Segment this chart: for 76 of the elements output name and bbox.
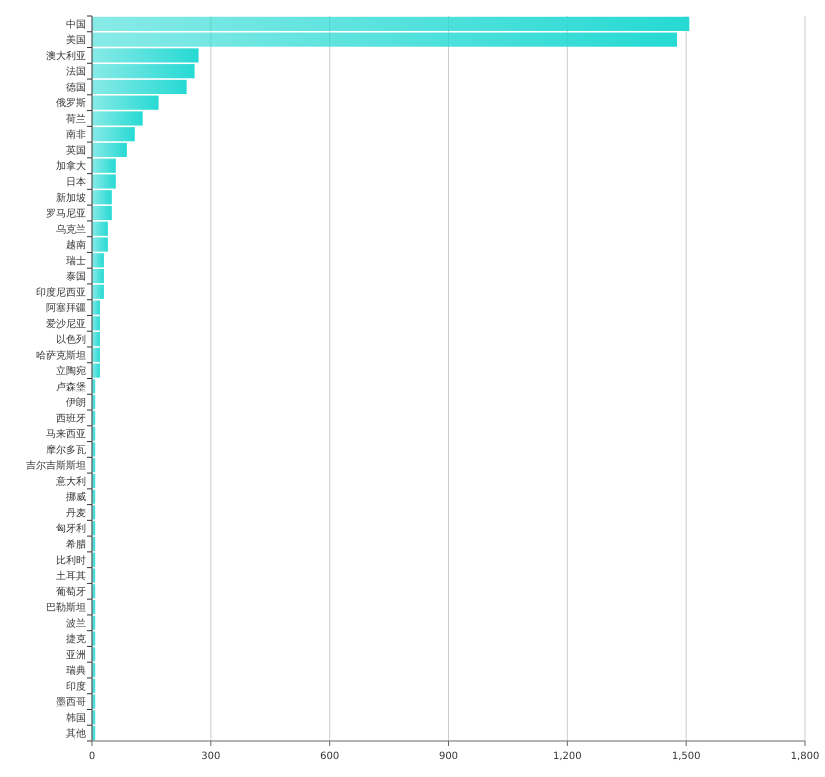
y-tick-label: 瑞典 — [66, 664, 86, 677]
y-tick-label: 法国 — [66, 66, 86, 78]
bar — [92, 96, 159, 110]
y-tick-label: 希腊 — [66, 538, 86, 550]
bar — [92, 32, 678, 47]
y-tick-label: 瑞士 — [66, 254, 86, 267]
y-tick-label: 新加坡 — [56, 192, 86, 204]
x-tick-label: 300 — [201, 751, 220, 762]
y-tick-label: 以色列 — [56, 334, 86, 346]
y-tick-label: 立陶宛 — [56, 365, 86, 378]
bar — [92, 80, 187, 94]
y-tick-label: 匈牙利 — [56, 522, 86, 535]
bar — [92, 48, 199, 62]
y-tick-label: 卢森堡 — [56, 380, 86, 393]
y-tick-label: 印度尼西亚 — [36, 286, 86, 298]
x-tick-label: 900 — [438, 751, 458, 762]
y-tick-label: 美国 — [66, 34, 86, 46]
x-tick-label: 0 — [88, 751, 96, 762]
y-tick-label: 西班牙 — [56, 412, 86, 424]
y-tick-label: 日本 — [66, 176, 86, 188]
y-tick-label: 南非 — [66, 128, 86, 141]
y-tick-label: 墨西哥 — [56, 697, 86, 708]
y-tick-label: 比利时 — [56, 554, 86, 566]
y-tick-label: 其他 — [66, 728, 86, 740]
y-tick-label: 荷兰 — [66, 112, 86, 125]
x-tick-label: 600 — [320, 751, 340, 762]
y-tick-label: 波兰 — [66, 617, 86, 630]
y-tick-label: 澳大利亚 — [46, 50, 86, 62]
y-tick-label: 巴勒斯坦 — [46, 602, 86, 614]
y-tick-label: 阿塞拜疆 — [46, 302, 86, 314]
bar — [92, 190, 112, 204]
y-tick-label: 乌克兰 — [56, 223, 86, 236]
bar — [92, 111, 143, 126]
y-tick-label: 印度 — [66, 680, 86, 692]
y-tick-label: 英国 — [66, 144, 86, 156]
y-tick-label: 越南 — [66, 239, 86, 252]
y-tick-label: 吉尔吉斯斯坦 — [26, 460, 86, 472]
y-tick-label: 加拿大 — [56, 160, 86, 172]
bar — [92, 127, 135, 142]
bar — [92, 268, 104, 284]
y-tick-label: 俄罗斯 — [56, 97, 86, 110]
bar — [92, 16, 690, 31]
bar — [92, 348, 100, 362]
bar — [92, 364, 100, 378]
x-tick-label: 1,800 — [790, 751, 820, 762]
bar — [92, 142, 127, 158]
y-tick-label: 中国 — [66, 18, 86, 30]
y-tick-label: 意大利 — [55, 475, 86, 488]
bar — [92, 222, 108, 236]
y-tick-label: 丹麦 — [66, 506, 86, 519]
bar — [92, 253, 104, 268]
bar — [92, 206, 112, 220]
y-tick-label: 罗马尼亚 — [46, 208, 86, 220]
y-tick-label: 爱沙尼亚 — [46, 318, 86, 330]
y-tick-label: 葡萄牙 — [56, 586, 86, 598]
bar — [92, 237, 108, 252]
y-tick-label: 伊朗 — [66, 396, 86, 409]
y-tick-label: 摩尔多瓦 — [46, 444, 86, 456]
bar — [92, 316, 100, 330]
bar — [92, 158, 116, 173]
bar — [92, 174, 116, 189]
x-tick-label: 1,200 — [553, 751, 582, 762]
y-tick-label: 马来西亚 — [46, 428, 86, 440]
y-tick-label: 捷克 — [66, 633, 86, 646]
x-tick-label: 1,500 — [672, 751, 700, 762]
y-tick-label: 韩国 — [66, 712, 86, 724]
bar — [92, 300, 100, 315]
y-tick-label: 泰国 — [66, 272, 86, 283]
y-tick-label: 德国 — [66, 82, 86, 94]
y-tick-label: 挪威 — [66, 491, 86, 504]
bar — [92, 284, 104, 299]
y-tick-label: 亚洲 — [66, 648, 86, 661]
y-tick-label: 土耳其 — [56, 570, 86, 582]
y-tick-label: 哈萨克斯坦 — [36, 349, 86, 362]
bar — [92, 332, 100, 346]
bar — [92, 64, 195, 78]
